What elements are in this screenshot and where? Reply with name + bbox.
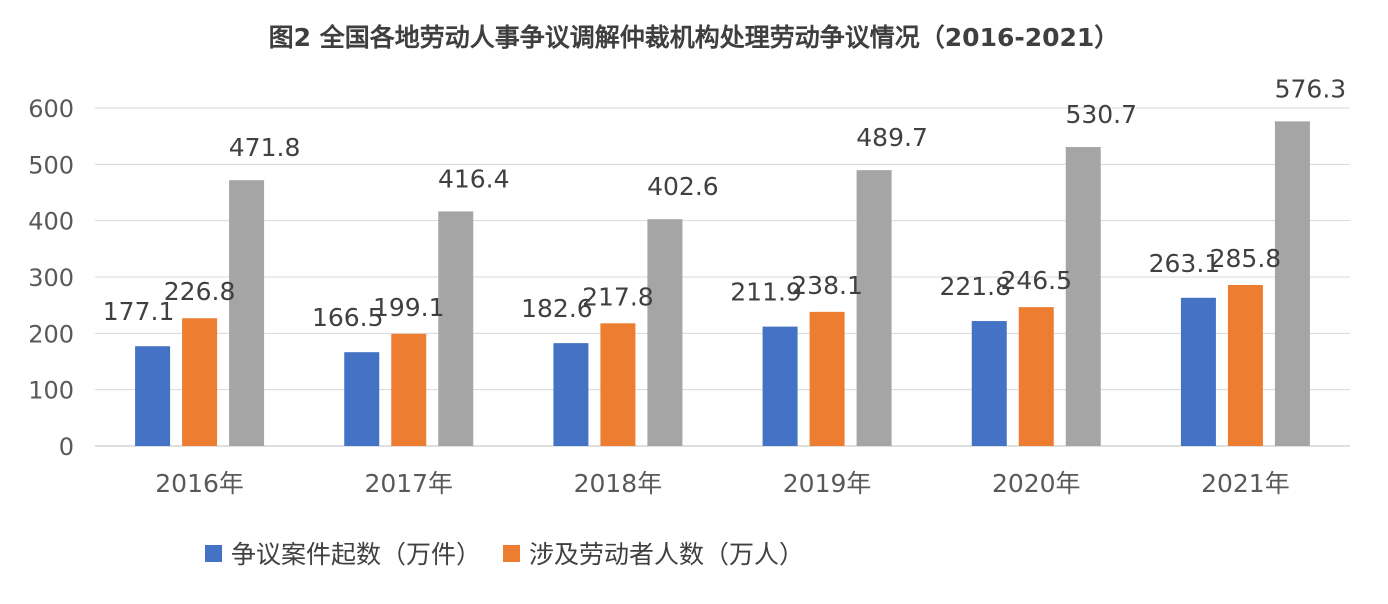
data-label: 199.1 (373, 293, 445, 322)
data-label: 285.8 (1210, 244, 1282, 273)
bar (1065, 147, 1101, 446)
bar (438, 211, 474, 446)
x-axis-ticks: 2016年 2017年 2018年 2019年 2020年 2021年 (155, 469, 1289, 498)
bar (1018, 307, 1054, 446)
x-tick-label: 2017年 (364, 469, 453, 498)
data-label: 166.5 (312, 303, 384, 332)
legend-swatch (503, 545, 521, 562)
bar (971, 321, 1007, 446)
data-label: 489.7 (856, 123, 928, 152)
data-label: 246.5 (1000, 266, 1072, 295)
x-tick-label: 2018年 (574, 469, 663, 498)
data-label: 217.8 (582, 282, 654, 311)
bar (809, 311, 845, 446)
x-tick-label: 2021年 (1201, 469, 1290, 498)
bar (553, 343, 589, 446)
bar (135, 346, 171, 446)
bar (1180, 297, 1216, 446)
bar (856, 170, 892, 446)
y-tick-label: 500 (28, 151, 74, 179)
legend: 争议案件起数（万件） 涉及劳动者人数（万人） (205, 540, 804, 569)
data-label: 471.8 (229, 133, 301, 162)
y-tick-label: 600 (28, 95, 74, 123)
data-label: 211.9 (730, 278, 802, 307)
bar (1227, 284, 1263, 446)
data-label: 416.4 (438, 164, 510, 193)
bar (647, 219, 683, 446)
legend-label: 争议案件起数（万件） (231, 540, 481, 569)
data-label: 238.1 (791, 271, 863, 300)
data-label: 576.3 (1275, 74, 1347, 103)
x-tick-label: 2020年 (992, 469, 1081, 498)
data-label: 182.6 (521, 294, 593, 323)
data-label: 221.8 (939, 272, 1011, 301)
bar (229, 180, 265, 446)
data-label: 177.1 (103, 297, 175, 326)
y-tick-label: 0 (59, 433, 74, 461)
bar (344, 352, 380, 446)
y-axis-ticks: 0 100 200 300 400 500 600 (28, 95, 74, 461)
bar (1274, 121, 1310, 446)
y-tick-label: 200 (28, 320, 74, 348)
data-label: 530.7 (1065, 100, 1137, 129)
bars (135, 121, 1310, 446)
legend-swatch (205, 545, 222, 562)
gridlines (95, 107, 1350, 447)
bar (391, 333, 427, 446)
bar (762, 326, 798, 446)
y-tick-label: 100 (28, 377, 74, 405)
data-label: 402.6 (647, 172, 719, 201)
y-tick-label: 400 (28, 208, 74, 236)
bar (182, 318, 218, 446)
x-tick-label: 2016年 (155, 469, 244, 498)
chart-title: 图2 全国各地劳动人事争议调解仲裁机构处理劳动争议情况（2016-2021） (269, 23, 1120, 52)
legend-label: 涉及劳动者人数（万人） (529, 540, 804, 569)
y-tick-label: 300 (28, 264, 74, 292)
data-label: 263.1 (1149, 249, 1221, 278)
data-label: 226.8 (164, 277, 236, 306)
x-tick-label: 2019年 (783, 469, 872, 498)
bar (600, 323, 636, 446)
